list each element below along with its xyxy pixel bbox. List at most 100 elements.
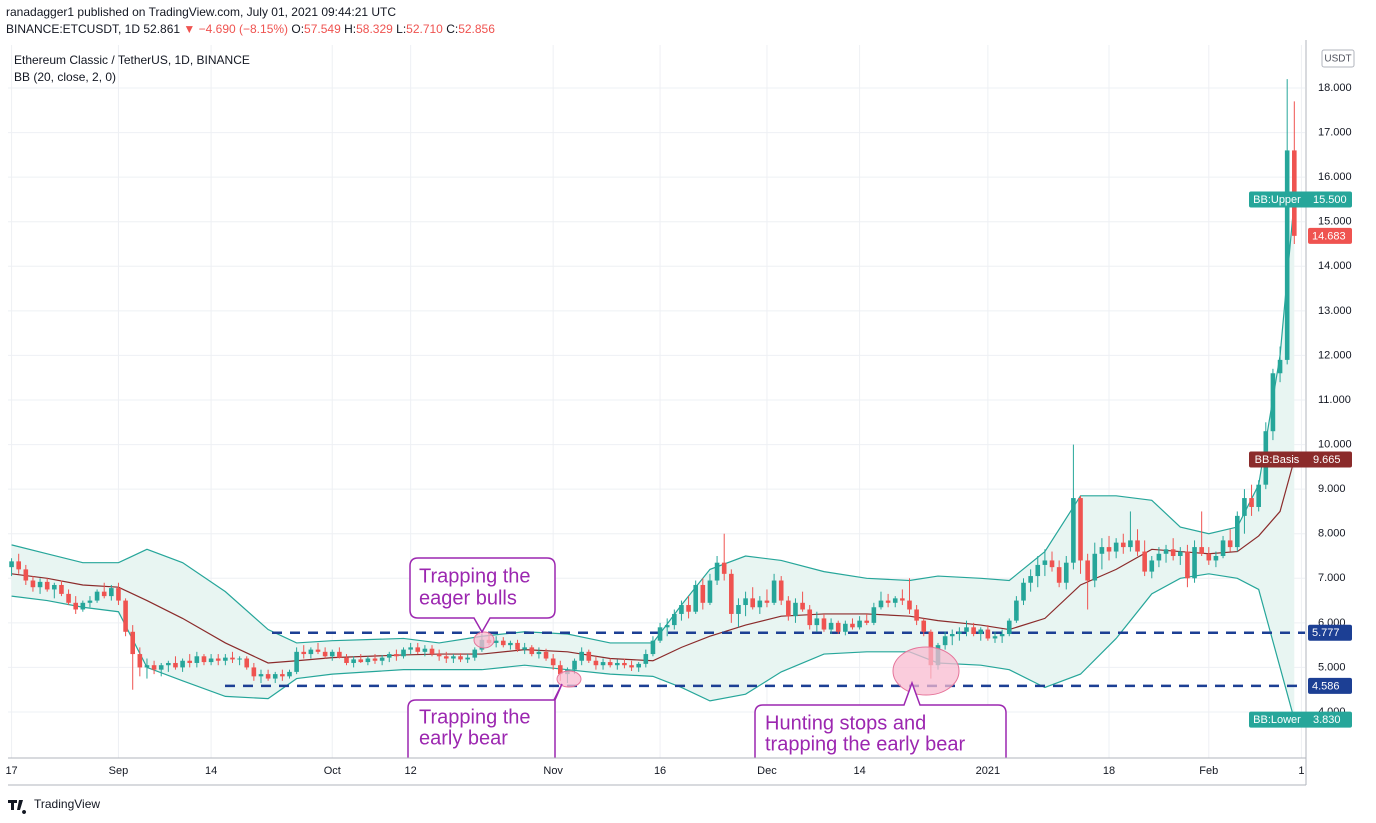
candle-body (215, 658, 221, 661)
candle-body (1014, 600, 1019, 621)
x-tick-label: Sep (109, 765, 129, 777)
candle-body (693, 584, 698, 612)
candle-body (814, 618, 820, 626)
candle-body (1035, 564, 1041, 577)
ohlc-key: L: (396, 22, 406, 36)
candle-body (878, 600, 884, 608)
candle-body (329, 651, 335, 657)
y-tick-label: 16.000 (1318, 171, 1352, 183)
candle-body (429, 648, 435, 655)
x-tick-label: 14 (853, 765, 865, 777)
y-tick-label: 15.000 (1318, 216, 1352, 228)
candle-body (123, 600, 128, 632)
candle-body (1149, 560, 1155, 572)
candle-body (208, 658, 214, 663)
candle-body (294, 651, 299, 672)
candle-body (657, 627, 663, 641)
annotation-text: Trapping the (419, 706, 531, 728)
x-tick-label: 1 (1298, 765, 1304, 777)
candle-body (194, 656, 200, 663)
candle-body (714, 562, 720, 581)
candle-body (37, 581, 43, 588)
indicator-label: BB (20, close, 2, 0) (14, 70, 116, 84)
candle-body (401, 649, 406, 657)
candle-body (1213, 556, 1219, 561)
tag-value: 15.500 (1313, 194, 1347, 206)
candle-body (672, 613, 677, 626)
annotation-text: Hunting stops and (765, 712, 926, 734)
candle-body (137, 654, 143, 668)
candle-body (771, 580, 777, 603)
highlight (892, 646, 960, 696)
candle-body (807, 609, 813, 626)
candle-body (351, 659, 356, 663)
candle-body (757, 600, 763, 608)
candle-body (94, 591, 100, 601)
candle-body (265, 674, 271, 679)
ohlc-value: 52.856 (458, 22, 495, 36)
candle-body (622, 662, 627, 666)
candle-body (272, 674, 278, 679)
plot-area (9, 79, 1305, 720)
candle-body (736, 605, 741, 614)
candle-body (786, 600, 791, 617)
candle-body (778, 580, 784, 601)
candle-body (1220, 540, 1226, 557)
candle-body (971, 627, 976, 635)
candle-body (201, 656, 207, 663)
symbol-line: BINANCE:ETCUSDT, 1D 52.861 ▼ −4.690 (−8.… (6, 22, 495, 36)
ohlc-key: H: (344, 22, 356, 36)
tag-value: 3.830 (1313, 714, 1341, 726)
candle-body (529, 647, 535, 655)
header: ranadagger1 published on TradingView.com… (6, 5, 495, 36)
chart-title: Ethereum Classic / TetherUS, 1D, BINANCE (14, 53, 250, 67)
candle-body (436, 654, 442, 657)
candle-body (394, 654, 399, 657)
annotation-text: eager bulls (419, 587, 517, 609)
candle-body (301, 651, 307, 655)
candle-body (344, 657, 349, 663)
candle-body (992, 636, 998, 639)
y-tick-label: 12.000 (1318, 349, 1352, 361)
band-tag (1249, 451, 1352, 468)
candle-body (66, 593, 71, 603)
candle-body (579, 651, 584, 661)
currency-box (1321, 49, 1355, 68)
candle-body (835, 622, 841, 632)
tag-name: BB:Upper (1253, 194, 1301, 206)
candle-body (850, 623, 855, 628)
tag-value: 14.683 (1312, 230, 1346, 242)
brand-logo: TradingView (8, 797, 100, 814)
y-tick-label: 18.000 (1318, 82, 1352, 94)
candle-body (1042, 560, 1048, 565)
candle-body (1270, 373, 1276, 432)
callout (754, 680, 1007, 771)
candle-body (907, 600, 912, 610)
candle-body (543, 651, 549, 659)
x-tick-label: 17 (5, 765, 17, 777)
candle-body (44, 581, 50, 590)
candle-body (372, 658, 378, 661)
tag-value: 9.665 (1313, 454, 1341, 466)
last-price: 52.861 (143, 22, 180, 36)
candle-body (978, 629, 984, 635)
candle-body (1063, 562, 1069, 583)
candle-body (166, 662, 171, 666)
y-tick-label: 10.000 (1318, 438, 1352, 450)
candle-body (593, 660, 599, 666)
candle-body (73, 602, 79, 610)
candle-body (821, 618, 827, 630)
candle-body (636, 663, 641, 668)
tag-value: 4.586 (1312, 680, 1340, 692)
candle-body (30, 580, 36, 588)
candle-body (729, 573, 734, 614)
candle-body (458, 656, 463, 660)
candle-body (999, 634, 1005, 637)
candle-body (508, 642, 513, 646)
highlight (473, 631, 495, 649)
ohlc-key: O: (291, 22, 304, 36)
candle-body (536, 651, 542, 655)
candle-body (109, 588, 114, 597)
candle-body (721, 562, 727, 574)
candle-body (1099, 547, 1105, 554)
